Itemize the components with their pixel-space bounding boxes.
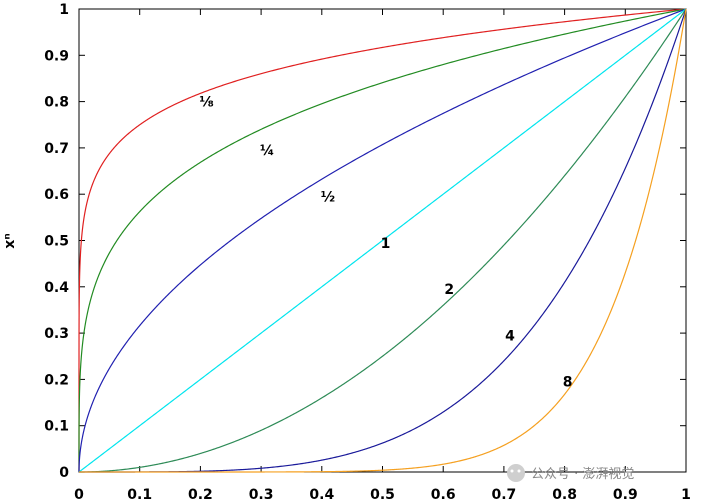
x-tick-label: 0.7 [491,487,516,503]
x-tick-label: 0.8 [552,487,577,503]
curve-series-3 [78,8,687,473]
x-tick-label: 0.6 [431,487,456,503]
watermark-text: 公众号 · 澎湃视觉 [531,467,634,482]
y-tick-label: 0 [59,465,69,481]
x-tick-label: 0.9 [613,487,638,503]
axis-ticks: 0 0.1 0.2 0.3 0.4 0.5 0.6 0.7 0.8 0.9 1 0 0.1 0.2 0.3 0… [44,2,691,503]
x-tick-label: 0.3 [249,487,274,503]
y-tick-label: 0.6 [44,187,69,203]
y-tick-label: 0.2 [44,372,69,388]
curve-label-4: 2 [444,282,454,298]
y-tick-label: 1 [59,2,69,18]
watermark: 公众号 · 澎湃视觉 [507,464,634,482]
x-tick-label: 1 [681,487,691,503]
curve-label-2: ½ [321,190,336,206]
curve-series-1 [78,8,687,472]
curve-label-6: 8 [563,375,573,391]
curve-series-4 [79,8,687,473]
y-tick-label: 0.4 [44,280,69,296]
curves [78,8,687,473]
curve-series-6 [79,8,687,473]
curve-series-2 [78,8,687,472]
curve-labels: ⅛ ¼ ½ 1 2 4 8 [199,95,572,391]
x-tick-label: 0 [74,487,84,503]
x-tick-label: 0.5 [370,487,395,503]
y-tick-label: 0.8 [44,95,69,111]
y-axis-label: xⁿ [2,233,18,248]
y-tick-label: 0.9 [44,48,69,64]
curve-label-0: ⅛ [199,95,214,111]
x-tick-label: 0.1 [127,487,152,503]
y-tick-label: 0.1 [44,419,69,435]
x-tick-label: 0.4 [309,487,334,503]
curve-label-1: ¼ [260,143,275,159]
x-tick-label: 0.2 [188,487,213,503]
curve-series-0 [78,8,687,472]
y-tick-label: 0.7 [44,141,69,157]
y-tick-label: 0.3 [44,326,69,342]
curve-label-5: 4 [505,328,515,344]
wechat-icon [507,464,525,482]
y-tick-label: 0.5 [44,234,69,250]
curve-label-3: 1 [381,236,391,252]
